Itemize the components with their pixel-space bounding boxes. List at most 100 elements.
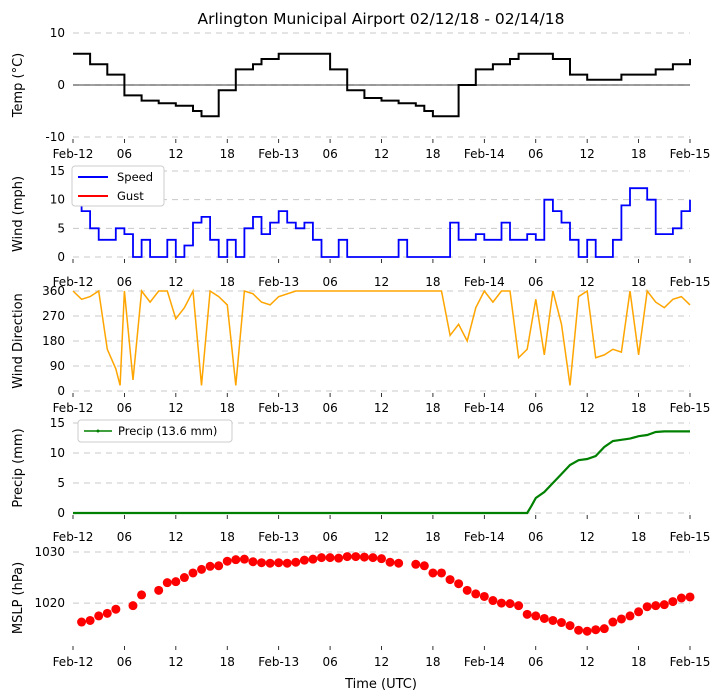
x-tick-label: Feb-12 bbox=[53, 401, 94, 415]
mslp-point bbox=[206, 562, 215, 571]
mslp-point bbox=[463, 586, 472, 595]
y-axis-label-temp: Temp (°C) bbox=[11, 53, 26, 119]
x-tick-label: Feb-12 bbox=[53, 530, 94, 544]
mslp-point bbox=[514, 601, 523, 610]
x-tick-label: 12 bbox=[374, 655, 389, 669]
x-tick-label: 12 bbox=[168, 530, 183, 544]
legend-label-precip: Precip (13.6 mm) bbox=[118, 424, 217, 438]
panel-mslp: 10201030Feb-12 06 12 18 Feb-13 06 12 18 Feb-14 06… bbox=[11, 545, 710, 669]
x-tick-label: 18 bbox=[220, 655, 235, 669]
mslp-point bbox=[600, 624, 609, 633]
mslp-point bbox=[274, 558, 283, 567]
x-tick-label: 06 bbox=[322, 275, 337, 289]
x-tick-label: 18 bbox=[631, 275, 646, 289]
x-tick-label: 18 bbox=[425, 530, 440, 544]
x-tick-label: Feb-12 bbox=[53, 147, 94, 161]
x-tick-label: 06 bbox=[528, 530, 543, 544]
mslp-point bbox=[411, 560, 420, 569]
mslp-point bbox=[574, 626, 583, 635]
x-tick-label: 18 bbox=[631, 530, 646, 544]
legend-label-speed: Speed bbox=[117, 170, 153, 184]
mslp-point bbox=[394, 559, 403, 568]
x-tick-label: 18 bbox=[425, 401, 440, 415]
x-axis-label: Time (UTC) bbox=[344, 677, 417, 692]
legend-marker-precip bbox=[97, 430, 100, 433]
x-tick-label: Feb-14 bbox=[464, 275, 505, 289]
x-tick-label: 18 bbox=[220, 401, 235, 415]
y-tick-label: 10 bbox=[50, 26, 65, 40]
y-tick-label: -10 bbox=[45, 130, 65, 144]
direction-series-line bbox=[73, 291, 690, 385]
x-tick-label: 06 bbox=[322, 530, 337, 544]
mslp-point bbox=[137, 590, 146, 599]
mslp-point bbox=[300, 556, 309, 565]
x-tick-label: Feb-15 bbox=[670, 655, 711, 669]
y-tick-label: 0 bbox=[57, 78, 65, 92]
mslp-point bbox=[608, 618, 617, 627]
x-tick-label: Feb-15 bbox=[670, 401, 711, 415]
mslp-point bbox=[480, 592, 489, 601]
y-tick-label: 10 bbox=[50, 446, 65, 460]
x-tick-label: 12 bbox=[580, 275, 595, 289]
x-tick-label: 12 bbox=[168, 401, 183, 415]
y-tick-label: 360 bbox=[42, 284, 65, 298]
y-axis-label-wind: Wind (mph) bbox=[11, 176, 26, 252]
x-tick-label: 06 bbox=[117, 147, 132, 161]
mslp-point bbox=[437, 568, 446, 577]
mslp-point bbox=[171, 577, 180, 586]
mslp-point bbox=[420, 561, 429, 570]
x-tick-label: Feb-14 bbox=[464, 655, 505, 669]
x-tick-label: Feb-13 bbox=[258, 401, 299, 415]
mslp-point bbox=[566, 621, 575, 630]
x-tick-label: 12 bbox=[580, 655, 595, 669]
x-tick-label: 06 bbox=[528, 275, 543, 289]
x-tick-label: Feb-15 bbox=[670, 530, 711, 544]
mslp-point bbox=[214, 561, 223, 570]
mslp-point bbox=[540, 614, 549, 623]
mslp-point bbox=[617, 614, 626, 623]
legend-label-gust: Gust bbox=[117, 189, 144, 203]
panel-precip: 051015Feb-12 06 12 18 Feb-13 06 12 18 Feb-14 06 12… bbox=[11, 416, 710, 544]
mslp-point bbox=[86, 616, 95, 625]
mslp-point bbox=[668, 597, 677, 606]
x-tick-label: Feb-15 bbox=[670, 147, 711, 161]
mslp-point bbox=[523, 610, 532, 619]
panel-temp: -10010Feb-12 06 12 18 Feb-13 06 12 18 Feb-14 06 12… bbox=[11, 26, 710, 161]
panel-wind: 051015Feb-12 06 12 18 Feb-13 06 12 18 Feb-14 06 12… bbox=[11, 164, 710, 289]
x-tick-label: 18 bbox=[220, 530, 235, 544]
x-tick-label: 18 bbox=[425, 655, 440, 669]
mslp-point bbox=[428, 568, 437, 577]
mslp-point bbox=[197, 565, 206, 574]
x-tick-label: 12 bbox=[168, 275, 183, 289]
x-tick-label: 12 bbox=[580, 147, 595, 161]
speed-series-line bbox=[73, 188, 690, 257]
mslp-point bbox=[180, 573, 189, 582]
y-tick-label: 0 bbox=[57, 250, 65, 264]
mslp-point bbox=[360, 553, 369, 562]
x-tick-label: 18 bbox=[631, 655, 646, 669]
mslp-point bbox=[77, 618, 86, 627]
y-tick-label: 0 bbox=[57, 384, 65, 398]
precip-series-line bbox=[73, 431, 690, 513]
x-tick-label: 18 bbox=[425, 147, 440, 161]
y-tick-label: 15 bbox=[50, 164, 65, 178]
y-tick-label: 180 bbox=[42, 334, 65, 348]
x-tick-label: 12 bbox=[374, 401, 389, 415]
mslp-point bbox=[497, 599, 506, 608]
x-tick-label: 06 bbox=[528, 147, 543, 161]
mslp-point bbox=[128, 601, 137, 610]
y-tick-label: 90 bbox=[50, 359, 65, 373]
mslp-point bbox=[626, 611, 635, 620]
mslp-point bbox=[651, 601, 660, 610]
x-tick-label: 18 bbox=[425, 275, 440, 289]
y-axis-label-direction: Wind Direction bbox=[11, 293, 26, 389]
mslp-point bbox=[377, 554, 386, 563]
mslp-point bbox=[471, 589, 480, 598]
y-axis-label-mslp: MSLP (hPa) bbox=[11, 562, 26, 634]
x-tick-label: 12 bbox=[580, 401, 595, 415]
weather-meteogram: Arlington Municipal Airport 02/12/18 - 0… bbox=[0, 0, 721, 700]
mslp-point bbox=[506, 599, 515, 608]
x-tick-label: 12 bbox=[374, 275, 389, 289]
mslp-point bbox=[557, 618, 566, 627]
y-tick-label: 1020 bbox=[34, 596, 65, 610]
